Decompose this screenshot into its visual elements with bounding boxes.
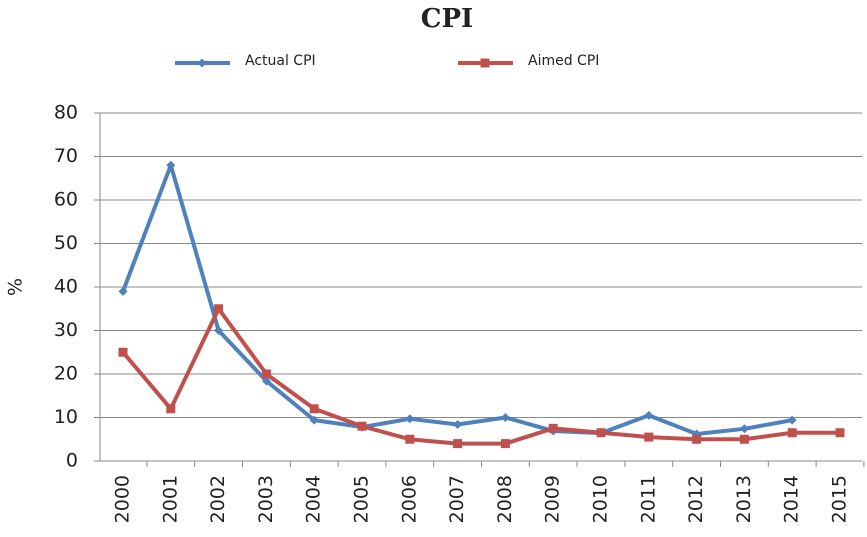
data-point — [309, 404, 319, 414]
data-point — [644, 432, 654, 442]
data-point — [214, 326, 224, 335]
x-tick-label: 2013 — [733, 475, 755, 523]
legend-marker — [480, 58, 490, 68]
legend-label: Aimed CPI — [528, 53, 599, 69]
series-line — [121, 306, 840, 446]
data-point — [357, 421, 367, 431]
y-tick-label: 60 — [54, 189, 78, 211]
x-tick-label: 2008 — [494, 475, 516, 523]
y-axis-label: % — [5, 278, 27, 296]
y-tick-label: 10 — [54, 406, 78, 428]
y-tick-label: 50 — [54, 232, 78, 254]
x-tick-label: 2010 — [590, 475, 612, 523]
data-point — [787, 428, 797, 438]
x-tick-label: 2014 — [781, 475, 803, 523]
data-point — [261, 376, 271, 386]
data-point — [118, 347, 128, 357]
data-point — [309, 415, 319, 425]
data-point — [453, 439, 463, 449]
x-tick-label: 2012 — [685, 475, 707, 523]
x-tick-label: 2006 — [398, 475, 420, 523]
x-tick-label: 2004 — [303, 475, 325, 523]
y-tick-label: 40 — [54, 276, 78, 298]
x-tick-label: 2001 — [159, 475, 181, 523]
data-point — [548, 423, 558, 433]
y-tick-label: 30 — [54, 319, 78, 341]
data-point — [453, 419, 463, 429]
data-point — [739, 434, 749, 444]
x-tick-label: 2003 — [255, 475, 277, 523]
data-point — [405, 434, 415, 444]
x-tick-label: 2015 — [829, 475, 851, 523]
legend-label: Actual CPI — [245, 53, 316, 69]
y-tick-label: 70 — [54, 145, 78, 167]
data-point — [166, 404, 176, 414]
x-tick-label: 2002 — [207, 475, 229, 523]
data-point — [500, 413, 510, 422]
x-tick-label: 2009 — [542, 475, 564, 523]
legend-marker — [197, 58, 207, 68]
x-tick-label: 2007 — [446, 475, 468, 523]
y-tick-label: 80 — [54, 102, 78, 124]
chart-title: CPI — [421, 4, 473, 34]
data-point — [644, 410, 654, 420]
y-tick-label: 20 — [54, 363, 78, 385]
data-point — [739, 424, 749, 434]
data-point — [405, 414, 415, 424]
data-point — [500, 439, 510, 449]
data-point — [596, 428, 606, 438]
data-point — [118, 286, 128, 296]
x-tick-label: 2005 — [351, 475, 373, 523]
x-tick-label: 2011 — [637, 475, 659, 523]
data-point — [214, 304, 224, 314]
data-point — [166, 160, 176, 170]
data-point — [692, 434, 702, 444]
data-point — [261, 369, 271, 379]
data-point — [835, 428, 845, 438]
x-tick-label: 2000 — [112, 475, 134, 523]
data-point — [787, 415, 797, 425]
series-line — [121, 163, 793, 437]
y-tick-label: 0 — [66, 450, 78, 472]
